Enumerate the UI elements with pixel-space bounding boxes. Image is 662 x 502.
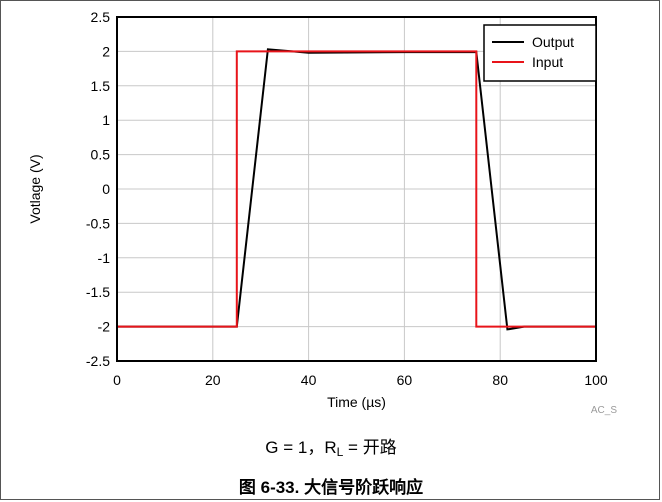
condition-prefix: G = 1，R: [265, 438, 337, 457]
figure-title: 图 6-33. 大信号阶跃响应: [238, 478, 424, 497]
y-tick-label: 2: [102, 43, 110, 59]
y-axis-label: Votlage (V): [27, 154, 43, 223]
y-tick-label: 0.5: [91, 147, 111, 163]
x-tick-label: 60: [397, 372, 413, 388]
x-tick-label: 20: [205, 372, 221, 388]
y-tick-label: 0: [102, 181, 110, 197]
y-tick-label: -0.5: [86, 215, 110, 231]
y-tick-label: -2.5: [86, 353, 110, 369]
y-tick-label: -1: [98, 250, 111, 266]
plot-series: [117, 48, 596, 331]
y-tick-label: 1: [102, 112, 110, 128]
legend: Output Input: [483, 24, 597, 82]
step-response-chart: 2.5 2 1.5 1 0.5 0 -0.5 -1 -1.5 -2 -2.5 0 20 40 60 80 10…: [27, 9, 617, 416]
series-line-input: [117, 50, 596, 328]
watermark-label: AC_S: [591, 405, 617, 416]
y-tick-label: 1.5: [91, 78, 111, 94]
y-tick-label: -2: [98, 319, 111, 335]
x-tick-label: 80: [492, 372, 508, 388]
x-tick-label: 100: [584, 372, 608, 388]
condition-suffix: = 开路: [343, 438, 397, 457]
legend-label: Output: [532, 34, 574, 50]
y-tick-label: 2.5: [91, 9, 111, 25]
x-tick-labels: 0 20 40 60 80 100: [113, 372, 608, 388]
y-tick-label: -1.5: [86, 284, 110, 300]
plot-area-border: [116, 16, 597, 362]
x-axis-label: Time (µs): [327, 394, 386, 410]
x-tick-label: 0: [113, 372, 121, 388]
x-tick-label: 40: [301, 372, 317, 388]
condition-subscript: L: [336, 445, 344, 459]
test-condition-caption: G = 1，RL = 开路: [0, 433, 662, 459]
y-tick-labels: 2.5 2 1.5 1 0.5 0 -0.5 -1 -1.5 -2 -2.5: [86, 9, 110, 369]
legend-box: [483, 24, 597, 82]
legend-label: Input: [532, 54, 563, 70]
